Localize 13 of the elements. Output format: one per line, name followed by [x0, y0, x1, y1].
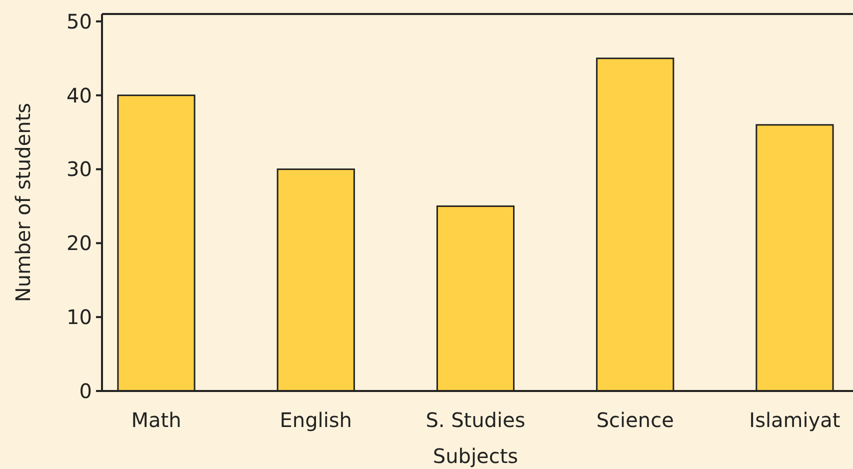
x-tick-label: English [280, 408, 352, 432]
y-tick-label: 20 [66, 231, 92, 256]
x-axis-title: Subjects [432, 444, 518, 468]
y-tick-label: 40 [66, 83, 92, 108]
x-tick-label: Science [596, 408, 674, 432]
y-tick-label: 50 [66, 9, 92, 34]
x-tick-label: Islamiyat [749, 408, 840, 432]
x-tick-label: S. Studies [426, 408, 526, 432]
y-tick-label: 30 [66, 157, 92, 182]
x-tick-label: Math [131, 408, 182, 432]
y-tick-label: 0 [79, 379, 92, 403]
y-tick-label: 10 [66, 305, 92, 330]
y-axis-title: Number of students [11, 102, 35, 302]
